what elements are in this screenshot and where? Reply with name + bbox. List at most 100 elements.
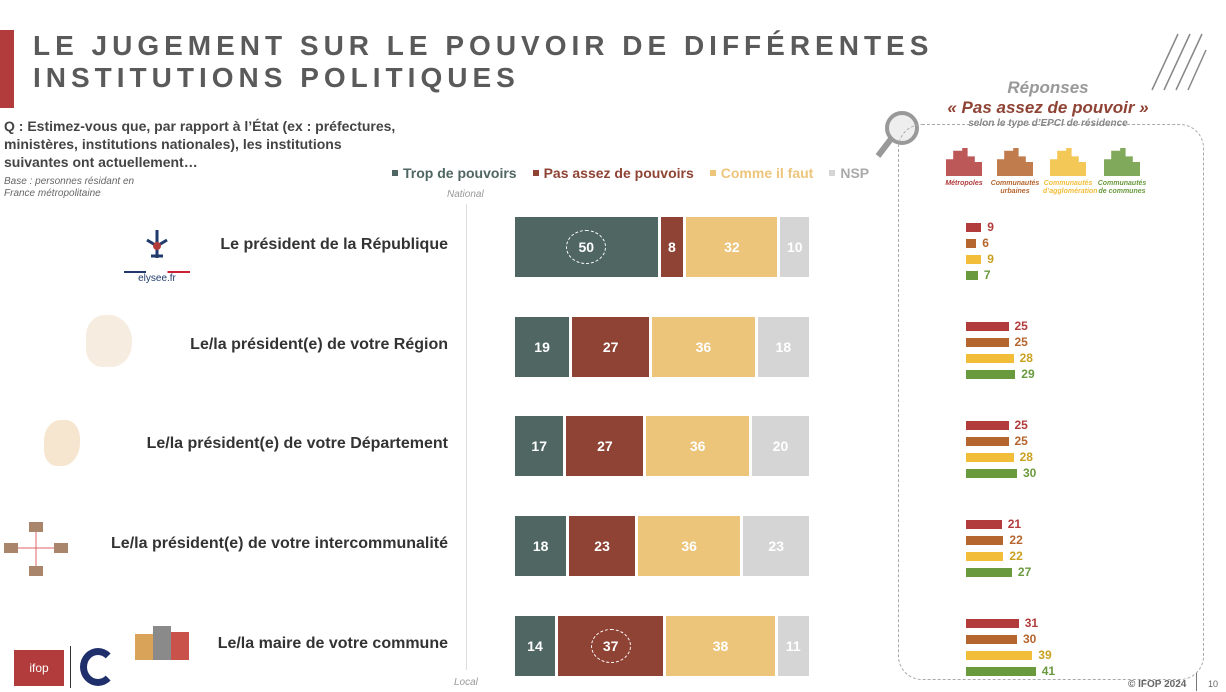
stacked-bar: 14 37 38 11 [515,616,809,676]
stacked-bar: 19 27 36 18 [515,317,809,377]
bar-segment: 23 [743,516,809,576]
epci-bar-value: 22 [1009,549,1023,563]
bar-value: 18 [775,339,792,355]
epci-category: Communautés d’agglomération [1043,148,1097,196]
legend-swatch [709,170,716,176]
epci-bar: 22 [966,549,1023,563]
epci-category: Communautés urbaines [990,148,1040,196]
epci-bar: 30 [966,632,1036,646]
bar-value: 27 [602,339,619,355]
epci-bar-value: 31 [1024,616,1039,630]
epci-bar: 39 [966,648,1052,662]
epci-bar: 25 [966,335,1028,349]
epci-bar-value: 9 [987,252,994,266]
decorative-stripes-icon [1148,30,1208,94]
bar-value: 32 [724,239,740,255]
footer-divider [1196,673,1197,691]
legend-item: Comme il faut [709,165,814,181]
epci-category-icon [997,148,1033,176]
epci-bar-value: 30 [1023,466,1037,480]
epci-bar-value: 39 [1038,648,1052,662]
epci-bar-value: 29 [1021,367,1035,381]
bar-value: 23 [594,538,610,554]
bar-segment: 19 [515,317,570,377]
epci-bar: 29 [966,367,1035,381]
highlight-circle [590,629,631,663]
epci-category: Métropoles [939,148,989,188]
bar-segment: 8 [660,217,684,277]
bar-segment: 23 [569,516,635,576]
epci-bar-value: 25 [1014,319,1028,333]
base-note: Base : personnes résidant en France métr… [4,176,135,199]
highlight-circle [566,230,607,264]
epci-bar-group: 21 22 22 27 [966,517,1031,584]
legend-swatch [392,170,398,176]
epci-bar: 22 [966,533,1023,547]
institution-label: Le/la président(e) de votre Région [190,336,448,353]
elysee-logo-icon: elysee.fr [124,226,190,288]
bar-segment: 17 [515,416,564,476]
legend-item: NSP [829,165,869,181]
epci-bar: 9 [966,252,994,266]
bar-value: 38 [712,638,729,654]
epci-bar-value: 30 [1023,632,1037,646]
bar-segment: 36 [652,317,755,377]
epci-bar: 6 [966,236,989,250]
bar-segment: 27 [572,317,650,377]
institution-label: Le/la président(e) de votre Département [146,435,448,452]
legend-label: Trop de pouvoirs [403,165,517,181]
bar-value: 36 [689,438,706,454]
bar-segment: 36 [637,516,741,576]
partner-c-logo [80,648,116,686]
bar-segment: 38 [666,616,775,676]
epci-bar-value: 25 [1014,434,1028,448]
bar-segment: 18 [757,317,809,377]
legend-swatch [532,170,539,176]
bar-segment: 20 [751,416,809,476]
epci-bar: 28 [966,450,1033,464]
bar-segment: 50 [515,217,658,277]
epci-bar: 30 [966,466,1036,480]
bar-value: 20 [772,438,789,454]
ifop-logo: ifop [14,650,64,686]
legend-item: Pas assez de pouvoirs [532,165,694,181]
bar-segment: 27 [566,416,644,476]
axis-bottom-label: Local [454,677,478,688]
legend-label: NSP [840,165,870,181]
legend-label: Pas assez de pouvoirs [543,165,694,181]
epci-bar: 9 [966,220,994,234]
bar-value: 8 [668,239,676,255]
bar-value: 11 [785,638,801,654]
question-text: Q : Estimez-vous que, par rapport à l’Ét… [4,118,396,170]
epci-bar: 25 [966,418,1028,432]
bar-value: 23 [768,538,784,554]
copyright: © IFOP 2024 [1128,679,1187,690]
epci-bar: 28 [966,351,1033,365]
bar-segment: 32 [686,217,778,277]
epci-bar: 27 [966,565,1031,579]
bar-value: 10 [786,239,803,255]
stacked-bar: 50 8 32 10 [515,217,809,277]
legend-label: Comme il faut [720,165,814,181]
bar-segment: 14 [515,616,555,676]
bar-segment: 11 [777,616,809,676]
epci-bar: 31 [966,616,1038,630]
intercommunalite-icon [2,520,70,578]
epci-category-icon [1050,148,1086,176]
epci-bar: 7 [966,268,991,282]
bar-segment: 37 [557,616,664,676]
epci-bar-value: 22 [1009,533,1023,547]
epci-bar-group: 31 30 39 41 [966,616,1055,683]
epci-bar-value: 41 [1041,664,1056,678]
chart-legend: Trop de pouvoirs Pas assez de pouvoirs Com… [392,165,869,181]
epci-bar-value: 28 [1019,351,1033,365]
epci-bar: 25 [966,434,1028,448]
epci-panel [898,124,1204,680]
commune-buildings-icon [133,624,191,660]
bar-value: 36 [695,339,712,355]
bar-segment: 18 [515,516,567,576]
epci-bar-value: 27 [1017,565,1032,579]
institution-label: Le président de la République [220,236,448,253]
panel-title: Réponses « Pas assez de pouvoir » selon … [947,78,1149,129]
national-local-axis [466,204,467,670]
